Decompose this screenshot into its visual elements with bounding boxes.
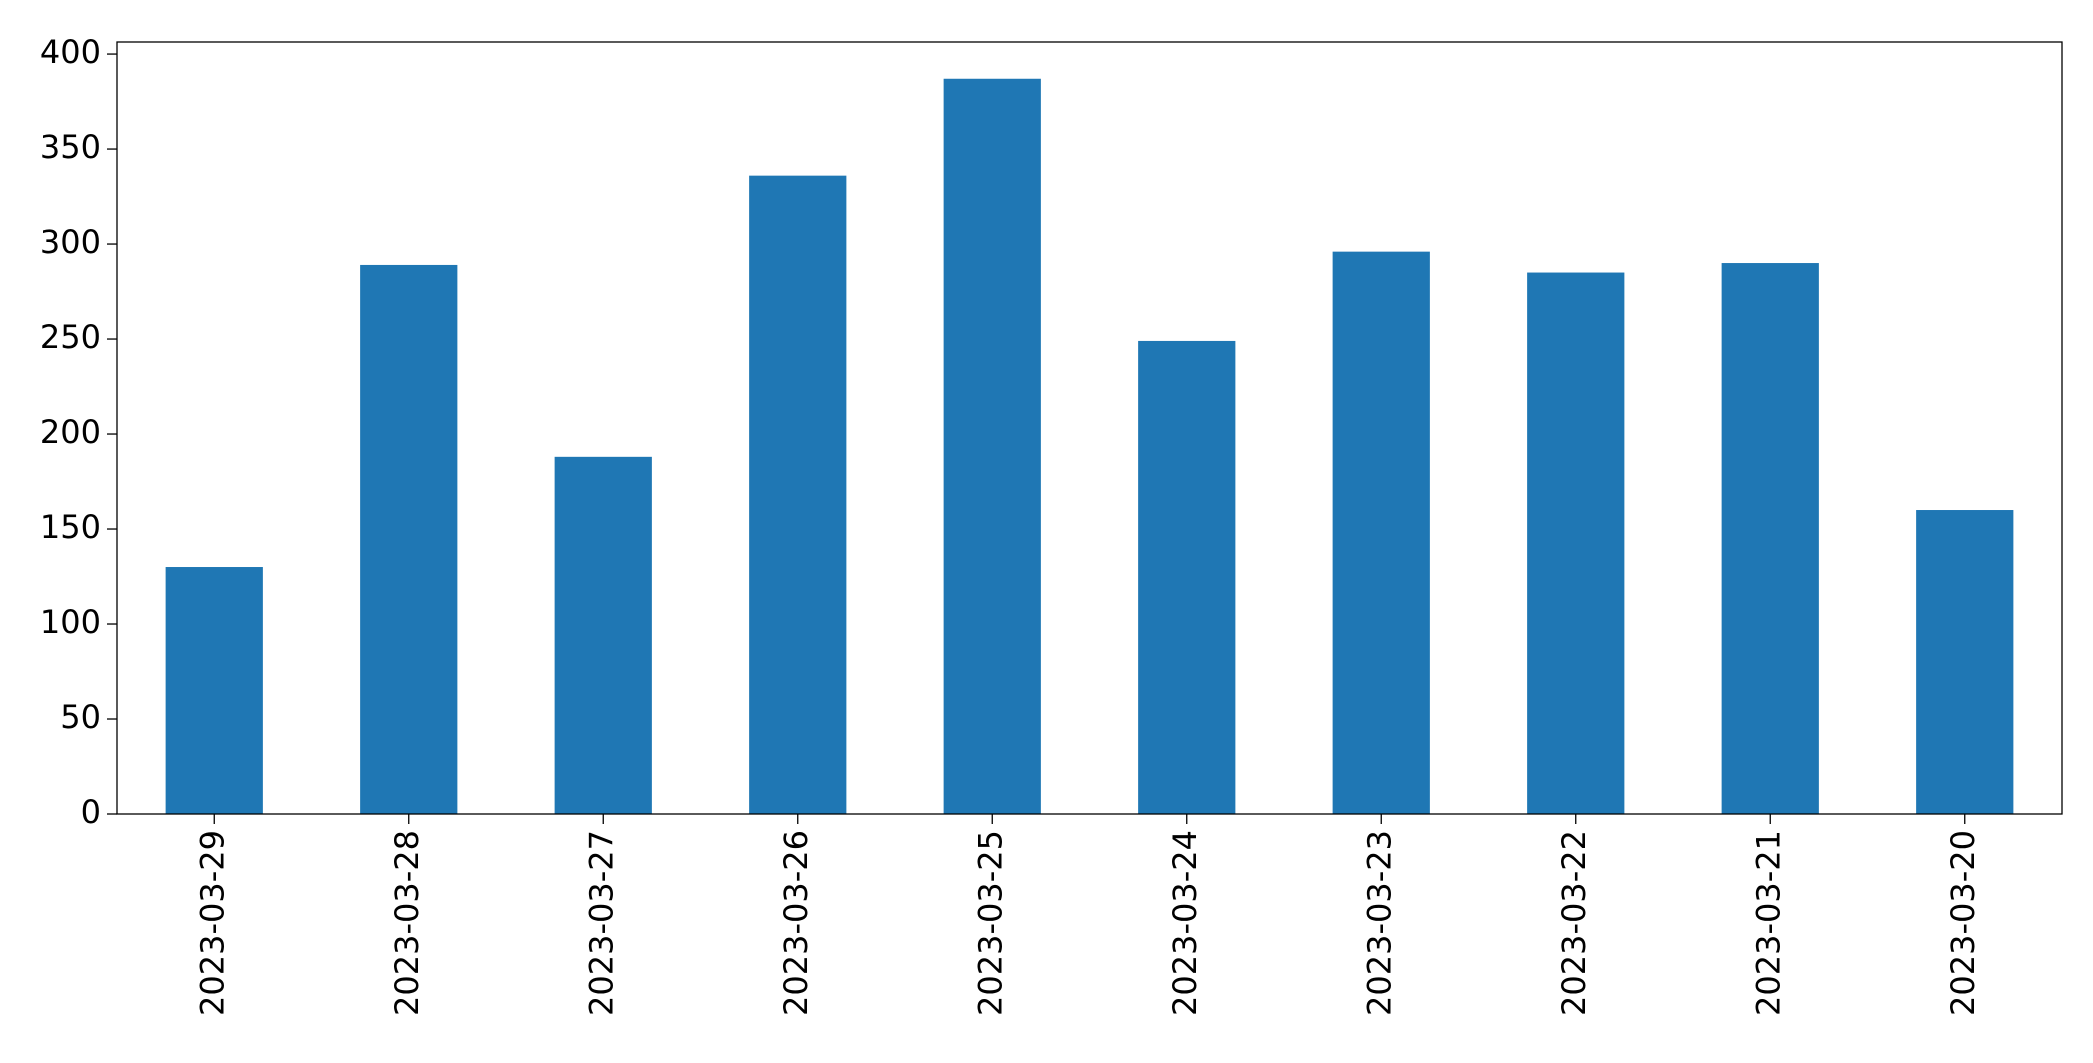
y-tick-label: 300 bbox=[40, 223, 101, 261]
y-tick-label: 200 bbox=[40, 413, 101, 451]
y-tick-label: 0 bbox=[81, 793, 101, 831]
bar bbox=[360, 264, 458, 814]
plot-frame bbox=[116, 41, 2063, 815]
x-tick-label: 2023-03-26 bbox=[777, 830, 815, 1016]
bar bbox=[554, 456, 652, 814]
y-tick-label: 400 bbox=[40, 33, 101, 71]
bar bbox=[1721, 263, 1819, 814]
y-tick-label: 150 bbox=[40, 508, 101, 546]
y-tick-label: 50 bbox=[60, 698, 101, 736]
x-tick-label: 2023-03-28 bbox=[388, 830, 426, 1016]
x-tick-label: 2023-03-29 bbox=[193, 830, 231, 1016]
bar bbox=[943, 78, 1041, 814]
x-tick-label: 2023-03-21 bbox=[1749, 830, 1787, 1016]
x-tick-label: 2023-03-23 bbox=[1360, 830, 1398, 1016]
x-tick-label: 2023-03-27 bbox=[582, 830, 620, 1016]
bar bbox=[1138, 340, 1236, 814]
x-tick-label: 2023-03-25 bbox=[971, 830, 1009, 1016]
x-tick-label: 2023-03-22 bbox=[1555, 830, 1593, 1016]
bar bbox=[1527, 272, 1625, 814]
y-tick-label: 350 bbox=[40, 128, 101, 166]
bar bbox=[165, 567, 263, 814]
bar bbox=[1332, 251, 1430, 815]
bar bbox=[1916, 510, 2014, 814]
x-tick-label: 2023-03-24 bbox=[1166, 830, 1204, 1016]
y-tick-label: 100 bbox=[40, 603, 101, 641]
y-tick-label: 250 bbox=[40, 318, 101, 356]
bar bbox=[749, 175, 847, 814]
x-tick-label: 2023-03-20 bbox=[1944, 830, 1982, 1016]
